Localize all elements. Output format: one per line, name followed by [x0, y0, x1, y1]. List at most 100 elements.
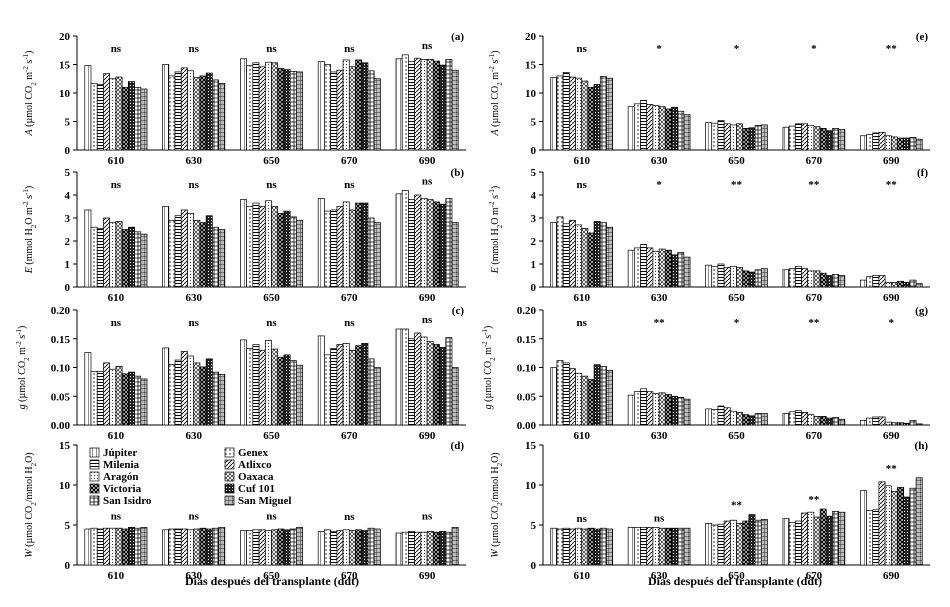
bar — [717, 523, 725, 566]
bar — [414, 531, 422, 566]
y-tick-label: 4 — [531, 190, 537, 202]
bar — [187, 213, 195, 288]
bar — [218, 229, 226, 288]
x-tick-label: 630 — [651, 430, 668, 442]
y-tick-label: 10 — [525, 480, 537, 492]
bar — [199, 366, 207, 426]
bar — [568, 528, 576, 566]
y-tick-label: 15 — [525, 60, 537, 72]
bar — [742, 127, 750, 151]
bar — [890, 282, 898, 288]
bar — [199, 75, 207, 151]
x-tick-label: 610 — [573, 292, 590, 304]
bar — [373, 528, 381, 566]
legend-item: Júpiter — [89, 447, 137, 459]
bar — [168, 364, 176, 426]
bar — [819, 508, 827, 566]
bar — [788, 268, 796, 288]
bar — [723, 407, 731, 426]
significance-label: ns — [422, 510, 433, 522]
bar — [562, 223, 570, 288]
bar — [355, 59, 363, 151]
bar — [361, 343, 369, 426]
bar — [593, 221, 601, 288]
bar — [296, 219, 303, 288]
bar-group-610 — [550, 527, 614, 566]
x-tick-label: 650 — [263, 292, 280, 304]
x-tick-label: 610 — [573, 155, 590, 167]
panel-label: (a) — [451, 31, 464, 43]
bar-group-630 — [162, 206, 226, 288]
bar — [193, 219, 201, 288]
bar — [128, 226, 135, 288]
bar — [748, 514, 756, 566]
bar — [336, 69, 344, 151]
bar — [408, 199, 415, 288]
bar — [252, 344, 260, 426]
bar — [408, 338, 415, 426]
legend-swatch — [89, 483, 100, 494]
x-tick-label: 690 — [419, 155, 436, 167]
bar — [903, 282, 911, 288]
y-tick-label: 5 — [531, 117, 537, 129]
y-axis-label: A (µmol CO2 m-2 s-1) — [22, 51, 38, 137]
bar — [897, 487, 905, 566]
bar — [324, 64, 331, 151]
bar — [581, 228, 589, 288]
bar — [640, 388, 648, 426]
x-tick-label: 670 — [341, 292, 358, 304]
bar — [205, 358, 213, 426]
bar — [633, 103, 641, 151]
bar — [168, 528, 176, 566]
bar-group-610 — [84, 209, 148, 288]
bar — [84, 528, 92, 566]
x-tick-label: 670 — [341, 155, 358, 167]
bar-group-670 — [317, 527, 381, 566]
significance-label: ** — [731, 179, 743, 191]
x-tick-label: 690 — [419, 430, 436, 442]
bar — [884, 421, 892, 426]
bar — [426, 59, 434, 151]
significance-label: ns — [654, 512, 665, 524]
x-tick-label: 610 — [573, 570, 590, 582]
bar — [218, 82, 226, 151]
x-tick-label: 670 — [806, 155, 823, 167]
bar-group-690 — [859, 275, 923, 288]
bar — [890, 491, 898, 566]
bar — [395, 58, 403, 151]
bar — [395, 193, 403, 288]
bar — [373, 78, 381, 151]
bar — [348, 530, 356, 566]
bar — [593, 364, 601, 426]
bar — [289, 216, 297, 288]
bar — [878, 131, 886, 151]
bar — [324, 354, 331, 426]
bar-group-690 — [859, 477, 923, 566]
bar — [439, 64, 447, 151]
bar — [271, 348, 279, 426]
legend-label: Oaxaca — [238, 471, 274, 483]
panel-label: (d) — [451, 440, 465, 452]
bar — [140, 88, 148, 151]
significance-label: * — [734, 317, 740, 329]
bar — [832, 511, 840, 566]
bar — [439, 203, 447, 288]
bar — [664, 527, 672, 566]
y-axis-label: E (mmol H2O m-2 s-1) — [22, 186, 38, 274]
y-axis-label: W (µmol CO2/mmol H2O) — [24, 452, 38, 557]
bar — [426, 341, 434, 426]
bar — [736, 267, 744, 288]
bar — [723, 520, 731, 566]
bar — [420, 59, 428, 151]
bar — [451, 527, 459, 566]
bar — [897, 422, 905, 426]
bar — [705, 408, 713, 426]
bar — [723, 123, 731, 151]
bar — [838, 511, 846, 566]
bar — [556, 75, 564, 151]
significance-label: * — [811, 43, 817, 55]
y-tick-label: 5 — [531, 167, 537, 179]
bar — [180, 67, 188, 151]
bar — [729, 265, 737, 288]
bar — [218, 527, 226, 566]
